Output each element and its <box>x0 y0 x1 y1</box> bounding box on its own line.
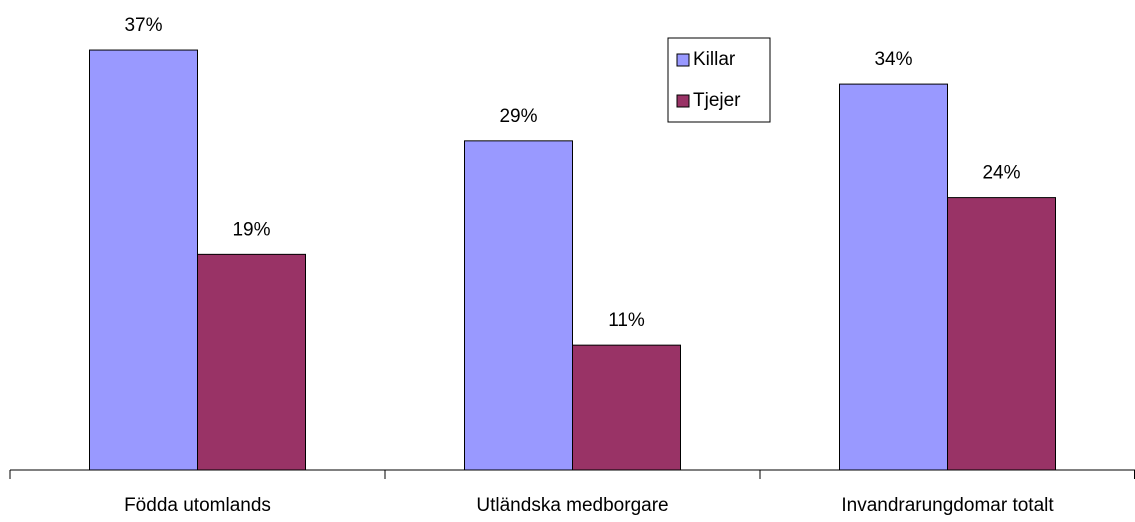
legend-swatch <box>676 53 690 67</box>
data-label: 37% <box>124 15 162 36</box>
bar <box>197 253 306 471</box>
data-label: 34% <box>874 49 912 70</box>
x-tick-label: Utländska medborgare <box>476 495 668 516</box>
bar <box>839 83 948 471</box>
legend-swatch <box>676 94 690 108</box>
legend-label: Killar <box>693 49 736 70</box>
bar <box>572 344 681 471</box>
data-label: 19% <box>232 219 270 240</box>
bar <box>947 197 1056 471</box>
legend-box <box>667 37 771 123</box>
data-label: 11% <box>608 310 645 331</box>
data-label: 29% <box>499 106 537 127</box>
data-label: 24% <box>982 163 1020 184</box>
legend-label: Tjejer <box>693 90 741 111</box>
x-tick-label: Invandrarungdomar totalt <box>841 495 1054 516</box>
bar <box>464 140 573 471</box>
bar <box>89 49 198 471</box>
x-tick-label: Födda utomlands <box>124 495 271 516</box>
